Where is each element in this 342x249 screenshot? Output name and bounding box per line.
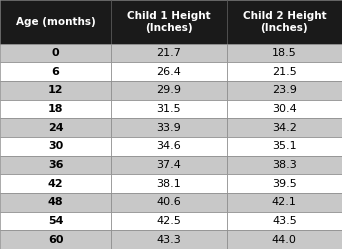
Text: 18.5: 18.5 — [272, 48, 297, 58]
Bar — [111, 212, 227, 230]
Text: 38.1: 38.1 — [157, 179, 181, 189]
Text: 43.5: 43.5 — [272, 216, 297, 226]
Text: 21.5: 21.5 — [272, 66, 297, 77]
Bar — [111, 230, 227, 249]
Bar — [227, 156, 342, 174]
Bar — [111, 137, 227, 156]
Bar — [227, 44, 342, 62]
Bar — [227, 212, 342, 230]
Bar — [227, 100, 342, 118]
Bar — [111, 0, 227, 44]
Text: 23.9: 23.9 — [272, 85, 297, 95]
Bar — [0, 81, 111, 100]
Text: 29.9: 29.9 — [156, 85, 182, 95]
Bar — [0, 230, 111, 249]
Text: 44.0: 44.0 — [272, 235, 297, 245]
Bar — [227, 193, 342, 212]
Bar — [0, 156, 111, 174]
Bar — [0, 0, 111, 44]
Bar — [111, 156, 227, 174]
Bar — [0, 62, 111, 81]
Bar — [227, 230, 342, 249]
Bar — [227, 0, 342, 44]
Text: 43.3: 43.3 — [157, 235, 181, 245]
Bar — [0, 118, 111, 137]
Bar — [111, 193, 227, 212]
Text: 40.6: 40.6 — [157, 197, 181, 207]
Text: 21.7: 21.7 — [157, 48, 181, 58]
Bar — [227, 62, 342, 81]
Text: 24: 24 — [48, 123, 63, 133]
Text: 26.4: 26.4 — [157, 66, 181, 77]
Text: 42: 42 — [48, 179, 63, 189]
Bar — [0, 44, 111, 62]
Text: 42.5: 42.5 — [157, 216, 181, 226]
Text: 30.4: 30.4 — [272, 104, 297, 114]
Bar — [111, 100, 227, 118]
Text: 42.1: 42.1 — [272, 197, 297, 207]
Bar — [111, 44, 227, 62]
Text: 34.2: 34.2 — [272, 123, 297, 133]
Text: 37.4: 37.4 — [157, 160, 181, 170]
Bar — [227, 137, 342, 156]
Bar — [0, 100, 111, 118]
Bar — [0, 193, 111, 212]
Text: 34.6: 34.6 — [157, 141, 181, 151]
Text: 60: 60 — [48, 235, 63, 245]
Bar — [0, 212, 111, 230]
Text: 31.5: 31.5 — [157, 104, 181, 114]
Text: 30: 30 — [48, 141, 63, 151]
Text: 6: 6 — [52, 66, 60, 77]
Text: 33.9: 33.9 — [157, 123, 181, 133]
Bar — [111, 81, 227, 100]
Text: 12: 12 — [48, 85, 63, 95]
Bar — [111, 174, 227, 193]
Text: 38.3: 38.3 — [272, 160, 297, 170]
Text: 39.5: 39.5 — [272, 179, 297, 189]
Text: 0: 0 — [52, 48, 60, 58]
Bar — [111, 62, 227, 81]
Bar — [227, 174, 342, 193]
Bar — [0, 174, 111, 193]
Bar — [111, 118, 227, 137]
Text: 54: 54 — [48, 216, 63, 226]
Text: 36: 36 — [48, 160, 63, 170]
Text: Child 2 Height
(Inches): Child 2 Height (Inches) — [242, 11, 326, 33]
Text: 18: 18 — [48, 104, 63, 114]
Text: 35.1: 35.1 — [272, 141, 297, 151]
Text: Age (months): Age (months) — [16, 17, 95, 27]
Bar — [0, 137, 111, 156]
Text: 48: 48 — [48, 197, 63, 207]
Bar — [227, 81, 342, 100]
Bar — [227, 118, 342, 137]
Text: Child 1 Height
(Inches): Child 1 Height (Inches) — [127, 11, 211, 33]
